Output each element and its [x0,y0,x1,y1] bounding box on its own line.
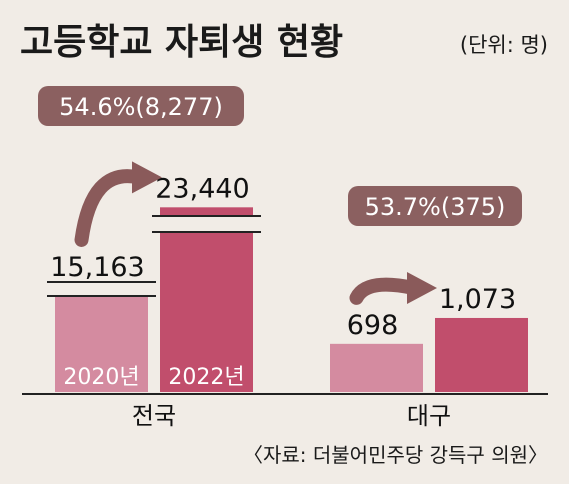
data-label: 1,073 [439,284,516,315]
bar-전국-1 [160,207,253,392]
data-label: 15,163 [50,252,144,283]
bar-전국-0 [55,285,148,392]
bar-대구-0 [330,343,423,392]
change-label: 54.6%(8,277) [59,93,223,121]
data-label: 23,440 [155,173,249,204]
category-label: 전국 [132,402,176,430]
axis-break-gap [152,216,261,232]
chart-title: 고등학교 자퇴생 현황 [20,22,343,63]
change-callout [348,186,522,226]
change-arrow [349,277,420,305]
series-label: 2022년 [168,365,244,390]
category-label: 대구 [407,402,451,430]
axis-break-gap [47,282,156,296]
change-arrow-head [407,271,437,304]
unit-note: (단위: 명) [460,33,548,57]
data-label: 698 [347,310,399,341]
change-arrow [74,169,145,247]
source-note: 〈자료: 더불어민주당 강득구 의원〉 [243,443,548,467]
change-label: 53.7%(375) [365,193,506,221]
change-callout [38,86,244,126]
series-label: 2020년 [63,365,139,390]
change-arrow-head [132,161,162,194]
bar-대구-1 [435,317,528,392]
